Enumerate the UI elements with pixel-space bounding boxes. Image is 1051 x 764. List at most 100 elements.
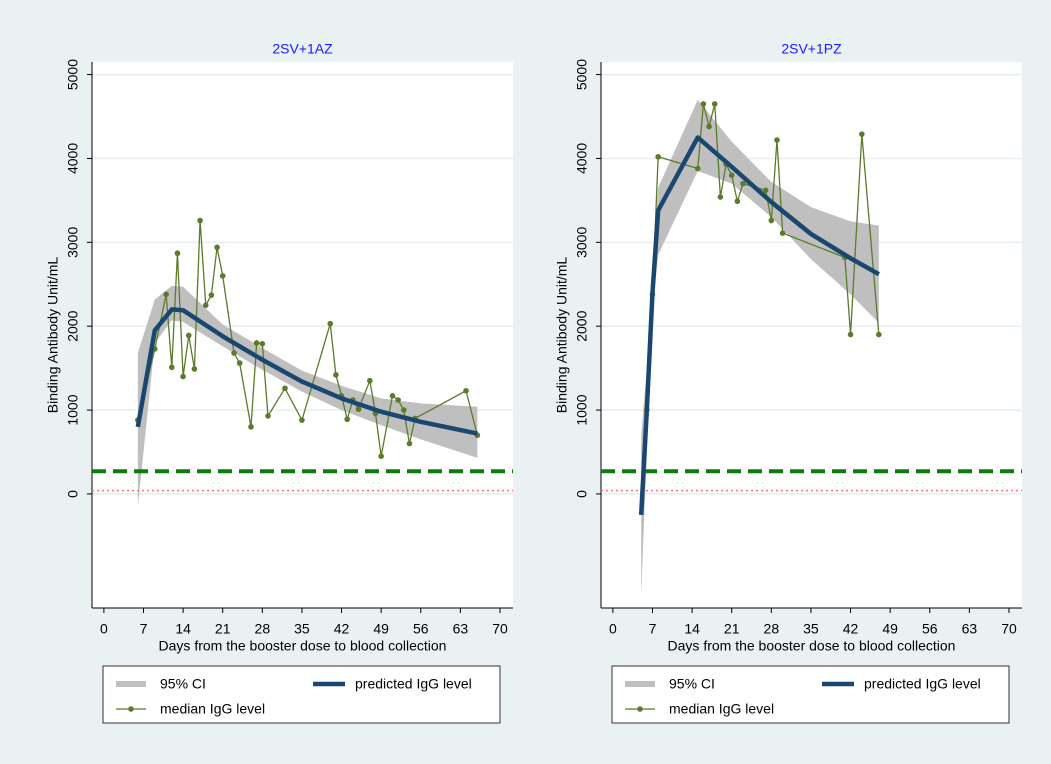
y-tick-label: 5000	[574, 59, 590, 90]
x-axis-title: Days from the booster dose to blood coll…	[668, 638, 956, 654]
x-tick-label: 14	[684, 621, 700, 637]
median-point	[717, 194, 724, 200]
x-tick-label: 70	[492, 621, 508, 637]
x-tick-label: 0	[100, 621, 108, 637]
median-point	[214, 244, 220, 251]
chart-title: 2SV+1AZ	[272, 41, 333, 57]
median-point	[259, 341, 266, 347]
median-point	[711, 101, 718, 107]
ci-band	[641, 99, 879, 595]
legend	[611, 665, 1010, 724]
median-point	[355, 406, 362, 413]
median-point	[694, 165, 701, 172]
x-tick-label: 63	[453, 621, 469, 637]
median-point	[762, 187, 769, 194]
panel: 2SV+1AZ 0 1000 2000 3000 4000 5000 0 7 14 21 28 35 42…	[45, 41, 513, 724]
median-point	[859, 131, 865, 137]
median-point	[265, 413, 271, 419]
x-tick-label: 14	[175, 621, 191, 637]
median-point	[299, 417, 305, 423]
median-point	[202, 302, 209, 309]
panel: 2SV+1PZ 0 1000 2000 3000 4000 5000 0 7 14 21 28 35 42…	[554, 41, 1022, 724]
median-point	[282, 385, 288, 392]
x-tick-label: 21	[215, 621, 231, 637]
median-point	[208, 292, 215, 298]
median-line	[646, 103, 880, 411]
x-tick-label: 28	[764, 621, 780, 637]
y-tick-label: 3000	[65, 227, 81, 258]
median-point	[740, 180, 746, 187]
x-tick-label: 7	[649, 621, 657, 637]
y-tick-label: 2000	[574, 310, 590, 341]
median-point	[768, 217, 775, 224]
median-point	[191, 366, 198, 372]
x-tick-label: 42	[334, 621, 350, 637]
median-point	[728, 172, 735, 179]
legend	[102, 665, 501, 724]
median-point	[406, 440, 413, 447]
x-tick-label: 21	[724, 621, 740, 637]
predicted-line	[135, 307, 478, 436]
x-tick-label: 56	[922, 621, 938, 637]
x-tick-label: 49	[882, 621, 898, 637]
median-point	[197, 217, 203, 224]
median-point	[463, 387, 469, 394]
x-tick-label: 35	[803, 621, 819, 637]
y-tick-label: 2000	[65, 310, 81, 341]
median-point	[253, 340, 260, 346]
median-point	[734, 198, 741, 205]
legend-label: 95% CI	[160, 676, 206, 692]
y-tick-label: 0	[65, 490, 81, 498]
median-point	[400, 407, 407, 413]
median-point	[327, 320, 334, 327]
median-point	[655, 153, 661, 160]
chart-title: 2SV+1PZ	[781, 41, 842, 57]
median-point	[378, 453, 384, 459]
median-point	[185, 332, 192, 339]
median-point	[779, 230, 786, 236]
median-point	[706, 123, 712, 130]
y-tick-label: 4000	[574, 143, 590, 174]
y-tick-label: 4000	[65, 143, 81, 174]
legend-label: predicted IgG level	[355, 676, 472, 692]
legend-label: median IgG level	[669, 701, 774, 717]
x-tick-label: 49	[373, 621, 389, 637]
median-point	[236, 360, 243, 366]
x-tick-label: 0	[609, 621, 617, 637]
x-tick-label: 28	[255, 621, 271, 637]
median-point	[876, 331, 882, 338]
y-axis-title: Binding Antibody Unit/mL	[45, 257, 61, 414]
median-point	[163, 291, 169, 298]
median-point	[180, 373, 186, 380]
y-tick-label: 3000	[574, 227, 590, 258]
legend-swatch	[625, 681, 655, 687]
x-tick-label: 56	[413, 621, 429, 637]
plot-area	[601, 62, 1022, 608]
y-axis-title: Binding Antibody Unit/mL	[554, 257, 570, 414]
x-tick-label: 35	[294, 621, 310, 637]
predicted-line	[638, 135, 880, 516]
median-point	[231, 350, 237, 356]
plot-area	[92, 62, 513, 608]
x-axis-title: Days from the booster dose to blood coll…	[159, 638, 447, 654]
legend-swatch	[128, 706, 134, 712]
median-point	[389, 393, 396, 399]
median-point	[367, 377, 373, 384]
legend-label: 95% CI	[669, 676, 715, 692]
median-point	[333, 372, 339, 378]
median-point	[774, 137, 780, 143]
median-point	[219, 273, 226, 279]
median-point	[168, 364, 175, 371]
y-tick-label: 1000	[574, 394, 590, 425]
x-tick-label: 70	[1001, 621, 1017, 637]
median-point	[174, 250, 181, 257]
y-tick-label: 0	[574, 490, 590, 498]
x-tick-label: 7	[140, 621, 148, 637]
y-tick-label: 5000	[65, 59, 81, 90]
legend-label: predicted IgG level	[864, 676, 981, 692]
median-point	[395, 397, 401, 403]
median-point	[344, 416, 351, 423]
legend-swatch	[637, 706, 643, 712]
legend-swatch	[116, 681, 146, 687]
